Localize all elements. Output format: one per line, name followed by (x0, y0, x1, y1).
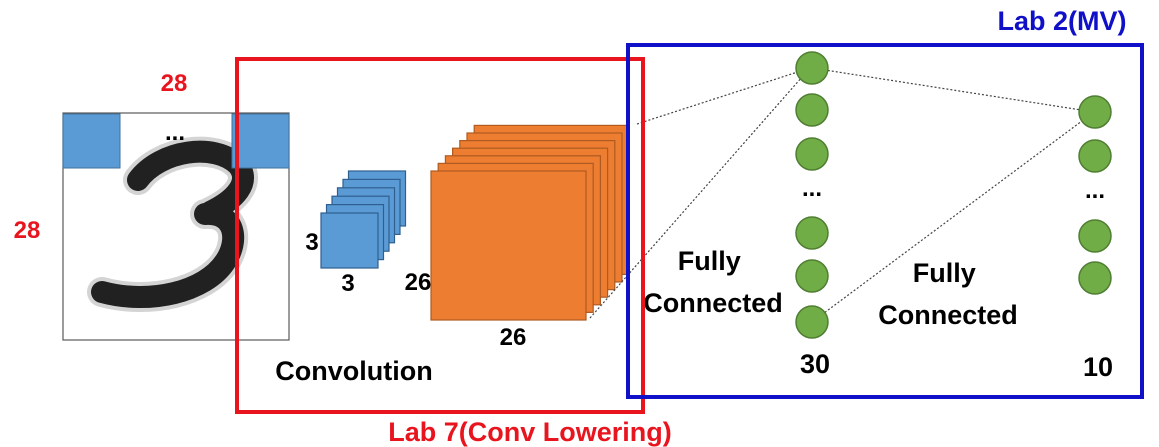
hidden-node (795, 137, 829, 171)
kernel-side-label: 3 (305, 229, 318, 256)
hidden-node (795, 93, 829, 127)
hidden-size-label: 30 (800, 349, 830, 379)
mv-box (626, 43, 1144, 399)
kernel-layer (320, 212, 379, 269)
hidden-node (795, 216, 829, 250)
fc2-label-line1: Fully (913, 258, 976, 288)
output-layer: ... (1078, 95, 1112, 295)
fc1-label-line2: Connected (643, 288, 783, 318)
image-patch-right (231, 113, 290, 169)
map-to-hidden-bottom-line (589, 67, 811, 319)
hidden-dots: ... (802, 175, 822, 202)
kernel-stack (320, 170, 407, 269)
conv-label: Convolution (275, 356, 432, 386)
output-node (1078, 95, 1112, 129)
mv-box-label: Lab 2(MV) (997, 6, 1126, 36)
output-dots: ... (1085, 177, 1105, 204)
map-to-hidden-top-line (636, 67, 811, 125)
input-width-label: 28 (161, 70, 188, 97)
feature-map-side-label: 26 (405, 269, 432, 296)
output-node (1078, 261, 1112, 295)
conv-lowering-box-label: Lab 7(Conv Lowering) (388, 417, 672, 447)
kernel-bottom-label: 3 (341, 270, 354, 297)
input-image: ... (62, 112, 290, 341)
feature-map-layer (430, 170, 587, 321)
output-node (1078, 219, 1112, 253)
fc2-label: Fully Connected (878, 258, 1018, 330)
image-patch-left (62, 113, 121, 169)
conv-lowering-box (235, 57, 645, 414)
input-height-label: 28 (14, 217, 41, 244)
connection-lines (589, 67, 1095, 323)
output-size-label: 10 (1083, 352, 1113, 382)
feature-map-bottom-label: 26 (500, 324, 527, 351)
fc1-label-line1: Fully (678, 246, 741, 276)
fc2-label-line2: Connected (878, 300, 1018, 330)
hidden-bottom-to-output-line (811, 111, 1095, 323)
hidden-layer: ... (795, 51, 829, 339)
hidden-node (795, 51, 829, 85)
fc1-label: Fully Connected (643, 246, 783, 318)
input-dots: ... (165, 119, 185, 146)
hidden-node (795, 259, 829, 293)
feature-map-stack (430, 124, 630, 321)
hidden-node (795, 305, 829, 339)
hidden-top-to-output-line (811, 67, 1095, 113)
output-node (1078, 139, 1112, 173)
